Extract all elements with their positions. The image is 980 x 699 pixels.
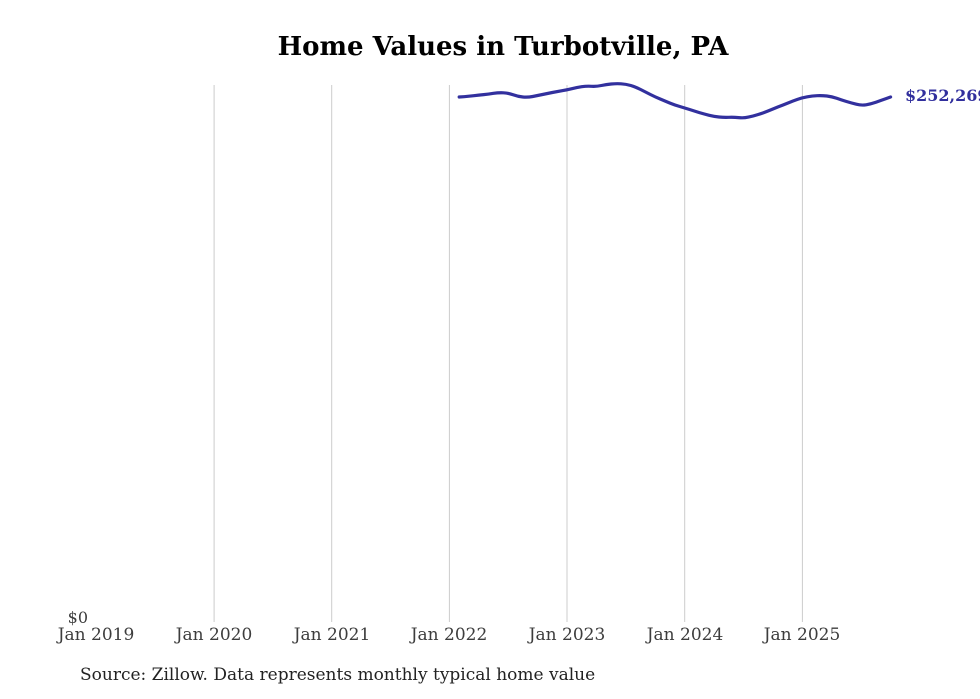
chart-title: Home Values in Turbotville, PA — [277, 32, 729, 62]
x-axis-tick-label: Jan 2025 — [763, 625, 841, 645]
x-axis-tick-label: Jan 2020 — [175, 625, 253, 645]
x-axis-tick-label: Jan 2022 — [410, 625, 488, 645]
y-axis-zero-label: $0 — [67, 608, 88, 627]
x-axis-tick-label: Jan 2021 — [293, 625, 371, 645]
home-value-line — [457, 82, 893, 120]
x-axis-tick-label: Jan 2023 — [528, 625, 606, 645]
x-axis-tick-label: Jan 2024 — [646, 625, 724, 645]
source-note: Source: Zillow. Data represents monthly … — [80, 665, 596, 685]
x-axis-tick-label: Jan 2019 — [57, 625, 135, 645]
gridlines — [213, 85, 803, 622]
latest-value-label: $252,269 — [905, 86, 980, 105]
